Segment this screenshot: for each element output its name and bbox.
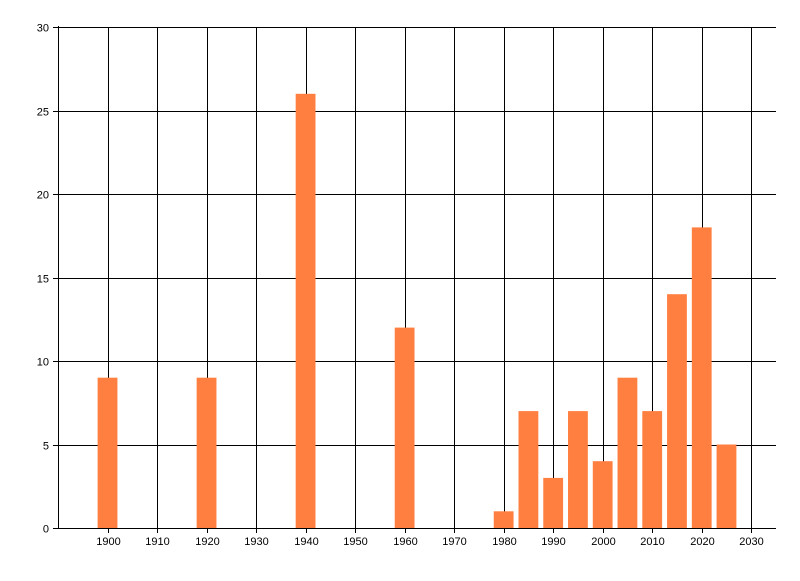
bar: [97, 377, 118, 528]
x-tick-label: 2020: [690, 536, 714, 548]
bar: [716, 444, 737, 528]
x-tick-label: 1980: [492, 536, 516, 548]
x-tick-label: 1930: [244, 536, 268, 548]
bar: [196, 377, 217, 528]
x-tick-label: 1910: [145, 536, 169, 548]
bar: [667, 294, 687, 528]
y-tick-label: 30: [37, 23, 49, 35]
x-tick-label: 1940: [294, 536, 318, 548]
x-tick-label: 2000: [591, 536, 615, 548]
y-tick-label: 20: [37, 190, 49, 202]
x-tick-label: 1900: [96, 536, 120, 548]
x-tick-label: 1990: [541, 536, 565, 548]
axes: [53, 26, 776, 533]
bar: [568, 411, 588, 528]
bar: [592, 461, 613, 528]
x-tick-label: 2010: [640, 536, 664, 548]
bar: [394, 327, 415, 528]
y-tick-label: 25: [37, 107, 49, 119]
bar: [543, 477, 564, 528]
bar: [642, 411, 663, 528]
bar: [493, 511, 514, 528]
tick-labels: 0 5 10 15 20 25 30 1900 1910 1920 1930 1940 1950 1960…: [37, 23, 764, 549]
x-tick-label: 1960: [393, 536, 417, 548]
x-tick-label: 1970: [442, 536, 466, 548]
bar: [295, 93, 316, 529]
y-tick-label: 5: [43, 441, 49, 453]
x-tick-label: 2030: [739, 536, 763, 548]
bar: [617, 377, 638, 528]
x-tick-label: 1950: [343, 536, 367, 548]
y-tick-label: 10: [37, 357, 49, 369]
y-tick-label: 0: [43, 524, 49, 536]
y-tick-label: 15: [37, 274, 49, 286]
x-tick-label: 1920: [195, 536, 219, 548]
bars: [97, 93, 737, 529]
bar: [691, 227, 712, 528]
bar: [518, 411, 539, 528]
